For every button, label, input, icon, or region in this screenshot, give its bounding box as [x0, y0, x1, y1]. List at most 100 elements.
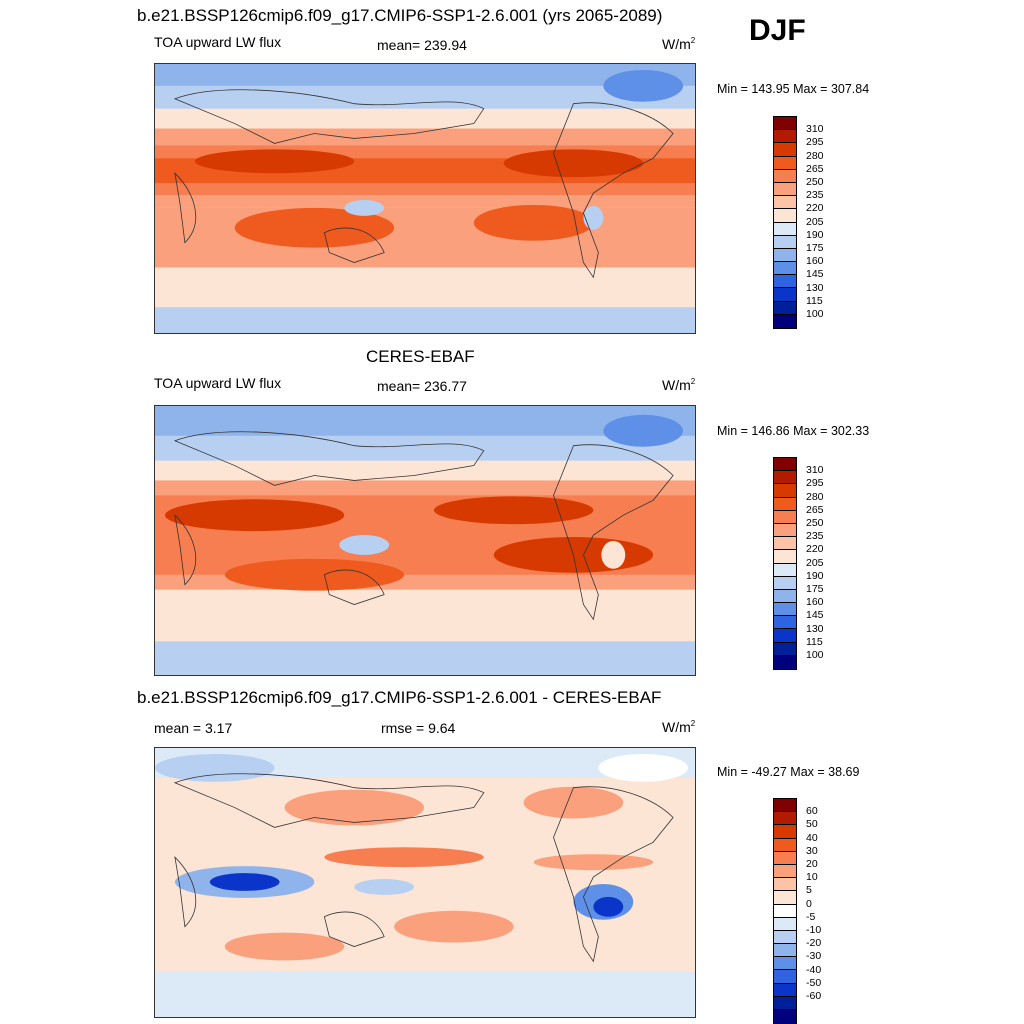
colorbar-tick-label: 190 — [806, 228, 824, 241]
colorbar-swatch — [774, 996, 796, 1010]
panel3-colorbar — [773, 798, 797, 1024]
panel2-variable-label: TOA upward LW flux — [154, 375, 282, 391]
panel2-minmax: Min = 146.86 Max = 302.33 — [717, 424, 870, 438]
colorbar-tick-label: 280 — [806, 490, 824, 503]
colorbar-tick-label: 175 — [806, 583, 824, 595]
colorbar-swatch — [774, 523, 796, 538]
colorbar-swatch — [774, 471, 796, 485]
panel2-colorbar — [773, 457, 797, 670]
colorbar-swatch — [774, 878, 796, 892]
panel1-units: W/m2 — [662, 36, 696, 52]
colorbar-swatch — [774, 182, 796, 197]
colorbar-tick-label: 160 — [806, 596, 824, 609]
colorbar-tick-label: 130 — [806, 622, 824, 635]
colorbar-tick-label: 10 — [806, 871, 818, 884]
colorbar-swatch — [774, 275, 796, 289]
panel1-variable-label: TOA upward LW flux — [154, 34, 282, 50]
colorbar-tick-label: 250 — [806, 176, 824, 188]
colorbar-swatch — [774, 143, 796, 157]
colorbar-swatch — [774, 262, 796, 276]
colorbar-tick-label: 295 — [806, 477, 824, 490]
colorbar-tick-label: 295 — [806, 136, 824, 149]
colorbar-swatch — [774, 510, 796, 524]
panel3-title: b.e21.BSSP126cmip6.f09_g17.CMIP6-SSP1-2.… — [137, 688, 662, 707]
panel2-units: W/m2 — [662, 377, 696, 393]
colorbar-tick-label: 220 — [806, 202, 824, 215]
colorbar-swatch — [774, 576, 796, 590]
colorbar-tick-label: 30 — [806, 844, 818, 857]
colorbar-tick-label: 310 — [806, 123, 824, 136]
colorbar-swatch — [774, 944, 796, 958]
colorbar-tick-label: -30 — [806, 950, 822, 963]
colorbar-swatch — [774, 235, 796, 249]
panel1-title: b.e21.BSSP126cmip6.f09_g17.CMIP6-SSP1-2.… — [137, 6, 663, 25]
colorbar-tick-label: -50 — [806, 976, 822, 989]
panel1-map — [154, 63, 696, 334]
colorbar-swatch — [774, 629, 796, 643]
colorbar-swatch — [774, 589, 796, 604]
season-label: DJF — [749, 14, 806, 47]
colorbar-tick-label: 50 — [806, 818, 818, 831]
colorbar-tick-label: -5 — [806, 910, 816, 923]
colorbar-swatch — [774, 563, 796, 577]
colorbar-swatch — [774, 1010, 796, 1024]
colorbar-tick-label: 220 — [806, 543, 824, 556]
colorbar-tick-label: 20 — [806, 858, 818, 870]
colorbar-swatch — [774, 156, 796, 170]
colorbar-tick-label: 100 — [806, 649, 824, 661]
colorbar-swatch — [774, 603, 796, 617]
panel1-colorbar — [773, 116, 797, 329]
colorbar-swatch — [774, 812, 796, 826]
colorbar-swatch — [774, 314, 796, 328]
colorbar-swatch — [774, 222, 796, 236]
colorbar-tick-label: 310 — [806, 464, 824, 477]
panel3-units: W/m2 — [662, 719, 696, 735]
colorbar-tick-label: 190 — [806, 569, 824, 582]
colorbar-swatch — [774, 799, 796, 813]
colorbar-tick-label: 205 — [806, 556, 824, 569]
colorbar-tick-label: 115 — [806, 635, 823, 648]
colorbar-tick-label: 115 — [806, 294, 823, 307]
colorbar-tick-label: 5 — [806, 884, 812, 897]
colorbar-tick-label: 160 — [806, 255, 824, 268]
colorbar-swatch — [774, 301, 796, 315]
colorbar-swatch — [774, 655, 796, 669]
colorbar-tick-label: 145 — [806, 609, 824, 622]
colorbar-swatch — [774, 642, 796, 656]
panel2-title: CERES-EBAF — [366, 347, 475, 366]
colorbar-swatch — [774, 130, 796, 144]
colorbar-tick-label: -20 — [806, 937, 822, 950]
colorbar-swatch — [774, 117, 796, 131]
colorbar-swatch — [774, 957, 796, 971]
colorbar-swatch — [774, 983, 796, 997]
colorbar-tick-label: 250 — [806, 517, 824, 529]
colorbar-swatch — [774, 209, 796, 223]
colorbar-tick-label: 235 — [806, 530, 824, 543]
colorbar-swatch — [774, 917, 796, 931]
colorbar-swatch — [774, 550, 796, 564]
panel3-minmax: Min = -49.27 Max = 38.69 — [717, 765, 860, 779]
colorbar-tick-label: -10 — [806, 924, 822, 936]
panel3-rmse-label: rmse = 9.64 — [381, 720, 456, 736]
colorbar-swatch — [774, 616, 796, 630]
colorbar-tick-label: 235 — [806, 189, 824, 202]
colorbar-swatch — [774, 864, 796, 879]
panel3-map — [154, 747, 696, 1018]
panel3-mean-label: mean = 3.17 — [154, 720, 233, 736]
colorbar-swatch — [774, 196, 796, 210]
colorbar-tick-label: 145 — [806, 268, 824, 281]
colorbar-swatch — [774, 169, 796, 183]
colorbar-tick-label: 60 — [806, 805, 818, 818]
colorbar-tick-label: 205 — [806, 215, 824, 228]
colorbar-swatch — [774, 288, 796, 302]
colorbar-tick-label: 40 — [806, 831, 818, 844]
colorbar-swatch — [774, 825, 796, 839]
panel2-mean-label: mean= 236.77 — [377, 378, 467, 394]
colorbar-swatch — [774, 970, 796, 984]
colorbar-swatch — [774, 904, 796, 918]
colorbar-tick-label: 100 — [806, 308, 824, 320]
colorbar-tick-label: 280 — [806, 149, 824, 162]
colorbar-tick-label: -60 — [806, 990, 822, 1002]
panel1-minmax: Min = 143.95 Max = 307.84 — [717, 82, 870, 96]
colorbar-tick-label: 265 — [806, 162, 824, 175]
